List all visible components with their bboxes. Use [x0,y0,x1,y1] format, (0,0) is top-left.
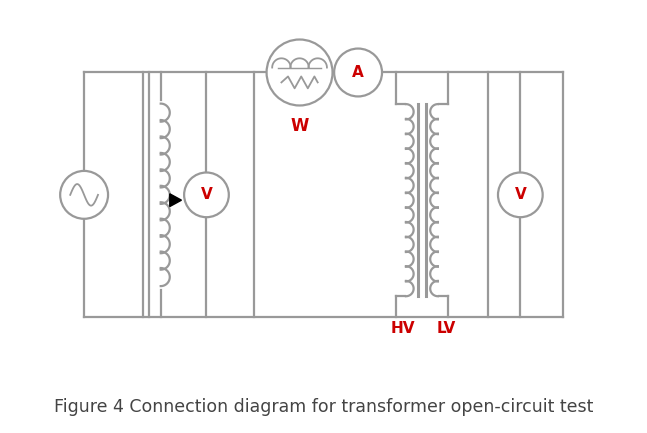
Text: A: A [352,65,364,80]
Text: HV: HV [391,321,415,336]
Circle shape [334,48,382,97]
Text: Figure 4 Connection diagram for transformer open-circuit test: Figure 4 Connection diagram for transfor… [54,397,593,416]
Circle shape [184,172,229,217]
Circle shape [60,171,108,219]
Circle shape [498,172,543,217]
Text: V: V [514,187,526,202]
Text: V: V [201,187,212,202]
Text: W: W [291,117,309,135]
Text: LV: LV [436,321,455,336]
Circle shape [267,39,333,106]
Polygon shape [170,194,181,207]
